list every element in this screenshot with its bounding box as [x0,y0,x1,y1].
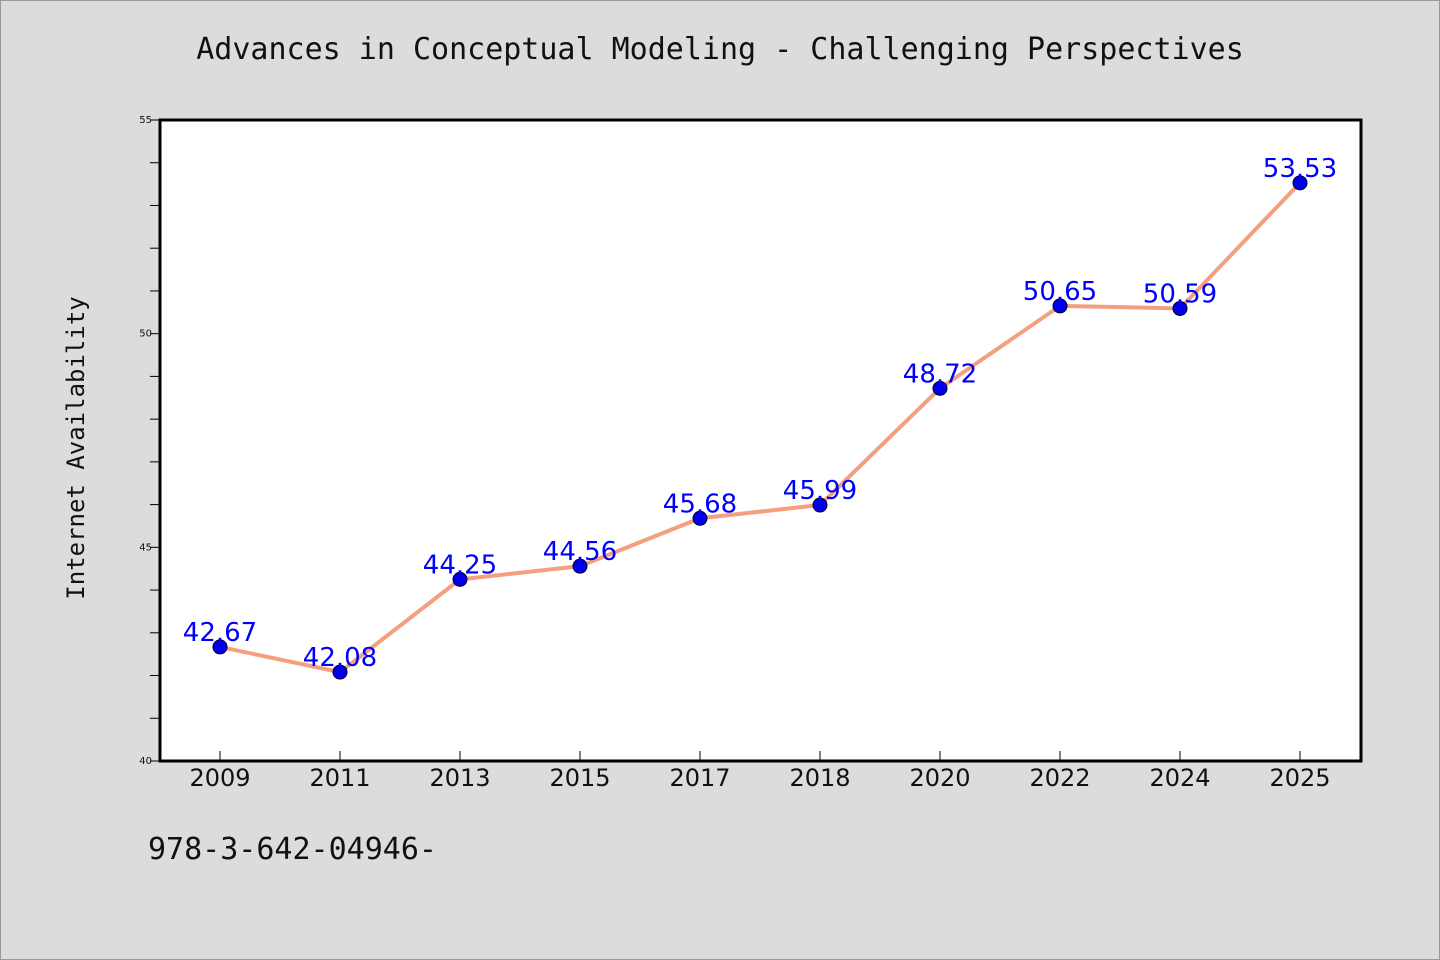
data-label: 50.65 [1023,277,1097,307]
x-tick-label: 2015 [549,764,610,792]
x-tick-label: 2017 [669,764,730,792]
y-tick-label: 50 [139,329,152,340]
series-line [218,180,1302,675]
x-tick-label: 2013 [429,764,490,792]
data-labels: 42.67 42.08 44.25 44.56 45.68 45.99 48.72 50.65… [183,154,1337,673]
x-axis: 2009 2011 2013 2015 2017 2018 2020 2022 2024 2025 [189,751,1331,792]
data-point [932,380,948,396]
data-point [452,571,468,587]
x-tick-label: 2020 [909,764,970,792]
x-tick-label: 2024 [1149,764,1210,792]
y-tick-label: 55 [139,115,152,126]
data-point [332,664,348,680]
y-tick-label: 45 [139,542,152,553]
data-label: 42.67 [183,618,257,648]
data-point [1172,300,1188,316]
data-point [572,558,588,574]
y-axis: 40 45 50 55 [139,115,160,767]
data-point [212,639,228,655]
data-label: 48.72 [903,359,977,389]
y-tick-label: 40 [139,756,152,767]
x-tick-label: 2022 [1029,764,1090,792]
x-tick-label: 2009 [189,764,250,792]
data-point [1052,298,1068,314]
data-point [692,510,708,526]
data-label: 50.59 [1143,279,1217,309]
footnote-isbn: 978-3-642-04946- [148,832,437,867]
x-tick-label: 2011 [309,764,370,792]
data-label: 45.99 [783,476,857,506]
x-tick-label: 2025 [1269,764,1330,792]
data-label: 44.56 [543,537,617,567]
data-label: 53.53 [1263,154,1337,184]
data-point [812,497,828,513]
data-point [1292,175,1308,191]
chart-title: Advances in Conceptual Modeling - Challe… [196,32,1244,67]
x-tick-label: 2018 [789,764,850,792]
data-label: 44.25 [423,550,497,580]
series-group [212,175,1308,680]
data-label: 45.68 [663,489,737,519]
data-label: 42.08 [303,643,377,673]
